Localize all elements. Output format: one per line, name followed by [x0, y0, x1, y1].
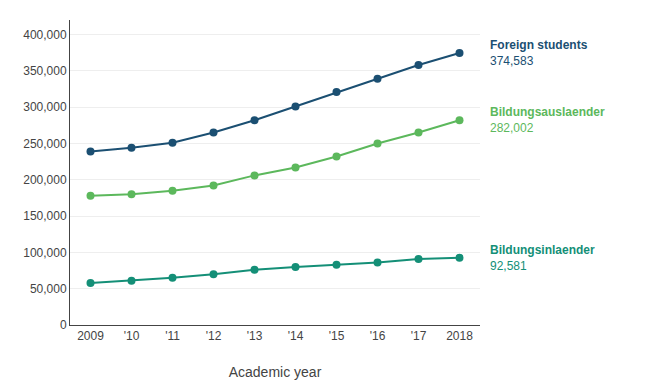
- svg-text:Academic year: Academic year: [229, 364, 322, 380]
- svg-text:0: 0: [60, 318, 67, 332]
- svg-text:250,000: 250,000: [23, 137, 67, 151]
- svg-text:Bildungsinlaender92,581: Bildungsinlaender92,581: [490, 243, 595, 273]
- svg-text:'15: '15: [329, 329, 345, 343]
- svg-text:100,000: 100,000: [23, 246, 67, 260]
- svg-text:'14: '14: [288, 329, 304, 343]
- svg-text:150,000: 150,000: [23, 209, 67, 223]
- svg-text:Bildungsauslaender282,002: Bildungsauslaender282,002: [490, 105, 605, 135]
- svg-text:'11: '11: [165, 329, 180, 343]
- svg-text:2018: 2018: [446, 329, 473, 343]
- svg-text:300,000: 300,000: [23, 100, 67, 114]
- svg-text:350,000: 350,000: [23, 64, 67, 78]
- svg-text:200,000: 200,000: [23, 173, 67, 187]
- svg-text:Foreign students374,583: Foreign students374,583: [490, 38, 588, 68]
- svg-text:'10: '10: [124, 329, 140, 343]
- svg-text:'13: '13: [247, 329, 263, 343]
- svg-text:400,000: 400,000: [23, 28, 67, 42]
- svg-text:'12: '12: [206, 329, 222, 343]
- svg-text:'17: '17: [411, 329, 427, 343]
- svg-text:2009: 2009: [77, 329, 104, 343]
- svg-text:50,000: 50,000: [30, 282, 67, 296]
- svg-text:'16: '16: [370, 329, 386, 343]
